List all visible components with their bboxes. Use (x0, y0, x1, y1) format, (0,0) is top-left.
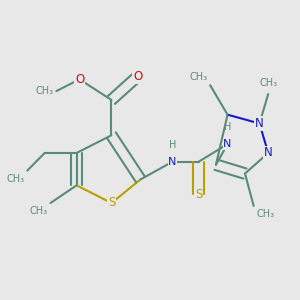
Text: CH₃: CH₃ (35, 86, 53, 96)
Text: S: S (195, 188, 202, 201)
Text: CH₃: CH₃ (189, 72, 207, 82)
Text: CH₃: CH₃ (259, 78, 277, 88)
Text: H: H (224, 122, 231, 132)
Text: S: S (108, 196, 115, 209)
Text: N: N (264, 146, 273, 159)
Text: N: N (255, 117, 264, 130)
Text: O: O (75, 73, 84, 86)
Text: CH₃: CH₃ (6, 174, 24, 184)
Text: CH₃: CH₃ (256, 209, 275, 219)
Text: CH₃: CH₃ (29, 206, 48, 216)
Text: H: H (169, 140, 176, 150)
Text: O: O (133, 70, 142, 83)
Text: N: N (224, 139, 232, 149)
Text: N: N (168, 157, 177, 167)
